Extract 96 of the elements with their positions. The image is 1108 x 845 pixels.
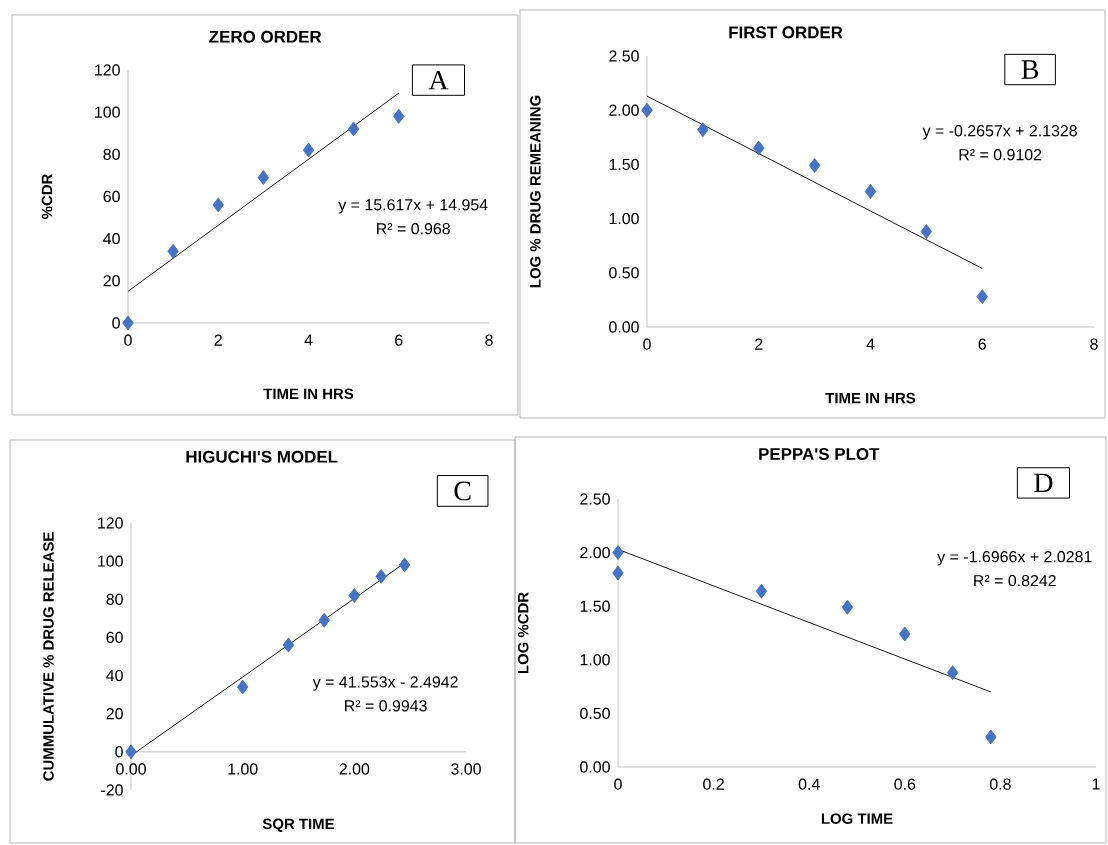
x-tick-label: 8 [485, 334, 493, 346]
annotation: B [1021, 60, 1039, 79]
y-tick-label: 1.50 [609, 158, 639, 171]
y-axis-title: %CDR [41, 173, 53, 219]
point [393, 108, 405, 124]
annotation: y = 15.617x + 14.954 [338, 199, 488, 214]
y-tick-label: 100 [95, 106, 120, 118]
x-axis-title: TIME IN HRS [263, 388, 354, 400]
x-tick-label: 0.4 [798, 778, 820, 790]
annotation: y = -1.6966x + 2.0281 [937, 551, 1092, 566]
y-tick-label: 60 [106, 631, 123, 644]
point [641, 102, 653, 118]
x-tick-label: 4 [304, 334, 313, 346]
y-tick-label: 20 [103, 275, 120, 287]
x-tick-label: 2 [214, 334, 222, 346]
y-axis-title: CUMMULATIVE % DRUG RELEASE [43, 532, 54, 781]
y-tick-label: 2.50 [580, 493, 610, 505]
x-tick-label: 0 [643, 338, 651, 350]
point [697, 122, 709, 138]
point [612, 565, 624, 581]
point [282, 637, 295, 653]
y-tick-label: 0.00 [609, 321, 639, 333]
y-tick-label: 1.50 [580, 600, 610, 612]
point [257, 170, 270, 185]
y-axis-title: LOG %CDR [517, 592, 529, 674]
point [612, 545, 624, 561]
point [985, 729, 997, 745]
annotation: R² = 0.9943 [345, 700, 427, 712]
x-tick-label: 0.2 [703, 778, 724, 790]
point [375, 568, 387, 584]
y-tick-label: 2.00 [609, 104, 639, 116]
y-tick-label: 60 [103, 190, 120, 203]
point [236, 679, 249, 695]
annotation: R² = 0.9102 [959, 149, 1042, 161]
y-tick-label: 80 [103, 148, 120, 160]
chart-title: HIGUCHI'S MODEL [186, 450, 338, 463]
point [302, 142, 315, 158]
x-axis-title: TIME IN HRS [825, 392, 916, 404]
y-axis-title: LOG % DRUG REMEANING [530, 95, 541, 288]
text: D [1034, 473, 1053, 493]
y-tick-label: 120 [98, 517, 123, 529]
x-tick-label: 0.6 [894, 778, 916, 790]
y-tick-label: 120 [95, 64, 120, 76]
point [318, 612, 330, 628]
chart-title: ZERO ORDER [209, 30, 322, 43]
y-tick-label: 100 [98, 555, 123, 567]
point [348, 588, 361, 603]
point [167, 243, 179, 259]
point [755, 583, 768, 599]
y-tick-label: 40 [103, 233, 120, 245]
point [841, 599, 854, 615]
y-tick-label: 2.00 [580, 546, 610, 559]
point [864, 184, 877, 199]
x-axis-title: SQR TIME [262, 818, 335, 832]
y-tick-label: 0.50 [609, 267, 639, 279]
y-tick-label: 0.50 [580, 707, 610, 720]
x-tick-label: 2 [755, 338, 763, 350]
y-tick-label: 0 [112, 317, 120, 329]
x-tick-label: 4 [866, 338, 875, 350]
text: C [454, 481, 471, 501]
x-tick-label: 0 [124, 334, 132, 346]
point [946, 665, 959, 681]
point [920, 224, 933, 240]
x-tick-label: 6 [978, 338, 986, 350]
point [125, 744, 137, 760]
x-tick-label: 6 [395, 334, 403, 346]
x-tick-label: 3.00 [451, 763, 481, 775]
annotation: A [428, 70, 449, 90]
annotation: R² = 0.8242 [974, 574, 1056, 587]
x-tick-label: 0.8 [989, 778, 1011, 790]
point [976, 289, 988, 305]
chart-title: FIRST ORDER [729, 26, 843, 39]
y-tick-label: 80 [106, 593, 123, 605]
point [122, 315, 134, 331]
point [398, 557, 411, 573]
annotation: R² = 0.968 [377, 223, 450, 235]
point [753, 140, 765, 156]
y-tick-label: 40 [106, 669, 123, 682]
y-tick-label: 0 [115, 746, 123, 758]
annotation: y = 41.553x - 2.4942 [312, 676, 458, 691]
x-tick-label: 2.00 [339, 763, 370, 775]
x-tick-label: 1 [1092, 778, 1100, 790]
x-axis-title: LOG TIME [821, 813, 893, 824]
point [808, 158, 821, 173]
chart-title: PEPPA'S PLOT [759, 448, 880, 461]
y-tick-label: 2.50 [609, 50, 639, 62]
y-tick-label: -20 [101, 784, 123, 796]
y-tick-label: 1.00 [580, 654, 610, 666]
y-tick-label: 20 [106, 708, 123, 720]
x-tick-label: 8 [1090, 338, 1098, 350]
x-tick-label: 1.00 [228, 763, 258, 775]
point [212, 197, 224, 213]
point [347, 121, 360, 137]
point [899, 626, 911, 642]
annotation: y = -0.2657x + 2.1328 [922, 125, 1077, 140]
y-tick-label: 1.00 [609, 212, 639, 225]
